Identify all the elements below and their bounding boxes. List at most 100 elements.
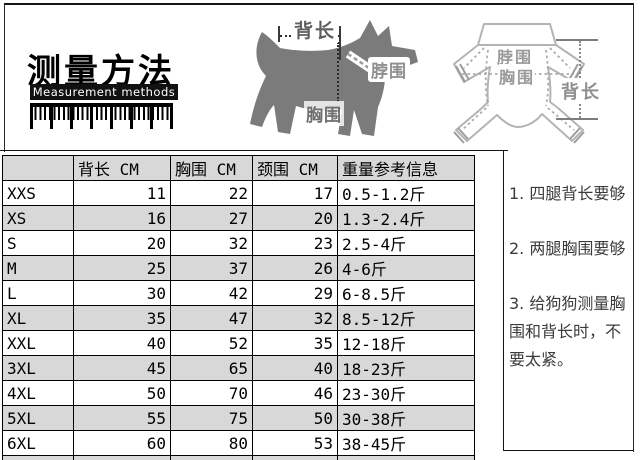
table-row: XXS 11 22 17 0.5-1.2斤 xyxy=(2,180,475,206)
table-header-row: 背长 CM 胸围 CM 颈围 CM 重量参考信息 xyxy=(2,155,475,181)
cell-size: XL xyxy=(2,305,74,331)
cell-back: 60 xyxy=(73,430,171,456)
backlength-right-end-bar xyxy=(339,26,341,60)
cell-neck: 35 xyxy=(252,330,338,356)
cell-neck: 40 xyxy=(252,355,338,381)
cell-back: 40 xyxy=(73,330,171,356)
cell-weight: 38-45斤 xyxy=(337,430,475,456)
size-table-body: XXS 11 22 17 0.5-1.2斤 XS 16 27 20 1.3-2.4斤 S 20 32 23… xyxy=(2,180,475,460)
cell-neck: 20 xyxy=(252,205,338,231)
cell-neck: 26 xyxy=(252,255,338,281)
cell-size: 3XL xyxy=(2,355,74,381)
table-row: S 20 32 23 2.5-4斤 xyxy=(2,230,475,256)
cell-weight: 45-55斤 xyxy=(337,455,475,460)
cell-chest: 75 xyxy=(170,405,253,431)
cell-back: 35 xyxy=(73,305,171,331)
cell-chest: 22 xyxy=(170,180,253,206)
ruler-icon xyxy=(30,103,173,129)
table-row: 4XL 50 70 46 23-30斤 xyxy=(2,380,475,406)
cell-back: 65 xyxy=(73,455,171,460)
table-row: 6XL 60 80 53 38-45斤 xyxy=(2,430,475,456)
cell-back: 20 xyxy=(73,230,171,256)
cell-chest: 65 xyxy=(170,355,253,381)
note-2: 2. 两腿胸围要够 xyxy=(509,239,626,258)
garment-chest-label: 胸围 xyxy=(499,64,536,88)
cell-weight: 2.5-4斤 xyxy=(337,230,475,256)
cell-weight: 18-23斤 xyxy=(337,355,475,381)
cell-chest: 47 xyxy=(170,305,253,331)
cell-weight: 12-18斤 xyxy=(337,330,475,356)
cell-size: L xyxy=(2,280,74,306)
col-header-neck: 颈围 CM xyxy=(252,155,338,181)
table-row: XXL 40 52 35 12-18斤 xyxy=(2,330,475,356)
cell-weight: 23-30斤 xyxy=(337,380,475,406)
cell-weight: 1.3-2.4斤 xyxy=(337,205,475,231)
garment-backlength-top-tick xyxy=(556,39,598,41)
cell-chest: 85 xyxy=(170,455,253,460)
cell-neck: 53 xyxy=(252,430,338,456)
table-row: 3XL 45 65 40 18-23斤 xyxy=(2,355,475,381)
ruler-bar xyxy=(30,103,173,107)
cell-chest: 27 xyxy=(170,205,253,231)
cell-size: XXS xyxy=(2,180,74,206)
cell-size: 6XL xyxy=(2,430,74,456)
table-row: XS 16 27 20 1.3-2.4斤 xyxy=(2,205,475,231)
cell-neck: 23 xyxy=(252,230,338,256)
cell-weight: 8.5-12斤 xyxy=(337,305,475,331)
right-border-line xyxy=(633,3,634,452)
cell-weight: 4-6斤 xyxy=(337,255,475,281)
garment-outline-icon xyxy=(453,23,585,144)
garment-collar xyxy=(477,23,557,46)
dog-neck-label: 脖围 xyxy=(368,57,410,82)
cell-size: XXL xyxy=(2,330,74,356)
cell-back: 50 xyxy=(73,380,171,406)
col-header-back-length: 背长 CM xyxy=(73,155,171,181)
size-table: 背长 CM 胸围 CM 颈围 CM 重量参考信息 XXS 11 22 17 0.5-1.… xyxy=(2,155,475,460)
cell-back: 45 xyxy=(73,355,171,381)
cell-neck: 55 xyxy=(252,455,338,460)
cell-weight: 0.5-1.2斤 xyxy=(337,180,475,206)
cell-weight: 30-38斤 xyxy=(337,405,475,431)
cell-size: 4XL xyxy=(2,380,74,406)
note-3: 3. 给狗狗测量胸围和背长时，不要太紧。 xyxy=(509,294,626,369)
garment-back-length-label: 背长 xyxy=(560,78,602,104)
cell-size: 7XL xyxy=(2,455,74,460)
cell-chest: 70 xyxy=(170,380,253,406)
top-section-frame xyxy=(4,3,634,152)
cell-back: 30 xyxy=(73,280,171,306)
section-divider-line xyxy=(0,150,508,151)
dog-back-length-label: 背长 xyxy=(292,16,339,43)
cell-back: 25 xyxy=(73,255,171,281)
backlength-left-end-bar xyxy=(278,26,280,42)
cell-size: S xyxy=(2,230,74,256)
page-subtitle: Measurement methods xyxy=(30,84,178,100)
cell-weight: 6-8.5斤 xyxy=(337,280,475,306)
col-header-weight: 重量参考信息 xyxy=(337,155,475,181)
table-row: XL 35 47 32 8.5-12斤 xyxy=(2,305,475,331)
cell-chest: 42 xyxy=(170,280,253,306)
cell-size: XS xyxy=(2,205,74,231)
cell-back: 55 xyxy=(73,405,171,431)
cell-neck: 32 xyxy=(252,305,338,331)
cell-chest: 37 xyxy=(170,255,253,281)
cell-chest: 80 xyxy=(170,430,253,456)
cell-size: 5XL xyxy=(2,405,74,431)
cell-back: 11 xyxy=(73,180,171,206)
cell-neck: 17 xyxy=(252,180,338,206)
cell-chest: 32 xyxy=(170,230,253,256)
cell-neck: 29 xyxy=(252,280,338,306)
table-row: 7XL65855545-55斤 xyxy=(2,455,475,460)
table-row: 5XL 55 75 50 30-38斤 xyxy=(2,405,475,431)
table-row: L 30 42 29 6-8.5斤 xyxy=(2,280,475,306)
cell-neck: 46 xyxy=(252,380,338,406)
cell-chest: 52 xyxy=(170,330,253,356)
chest-dotted-line xyxy=(337,42,339,102)
col-header-chest: 胸围 CM xyxy=(170,155,253,181)
garment-backlength-bottom-tick xyxy=(556,118,598,120)
note-1: 1. 四腿背长要够 xyxy=(509,184,626,203)
col-header-size xyxy=(2,155,74,181)
cell-neck: 50 xyxy=(252,405,338,431)
cell-size: M xyxy=(2,255,74,281)
notes-panel: 1. 四腿背长要够 2. 两腿胸围要够 3. 给狗狗测量胸围和背长时，不要太紧。 xyxy=(503,150,633,451)
